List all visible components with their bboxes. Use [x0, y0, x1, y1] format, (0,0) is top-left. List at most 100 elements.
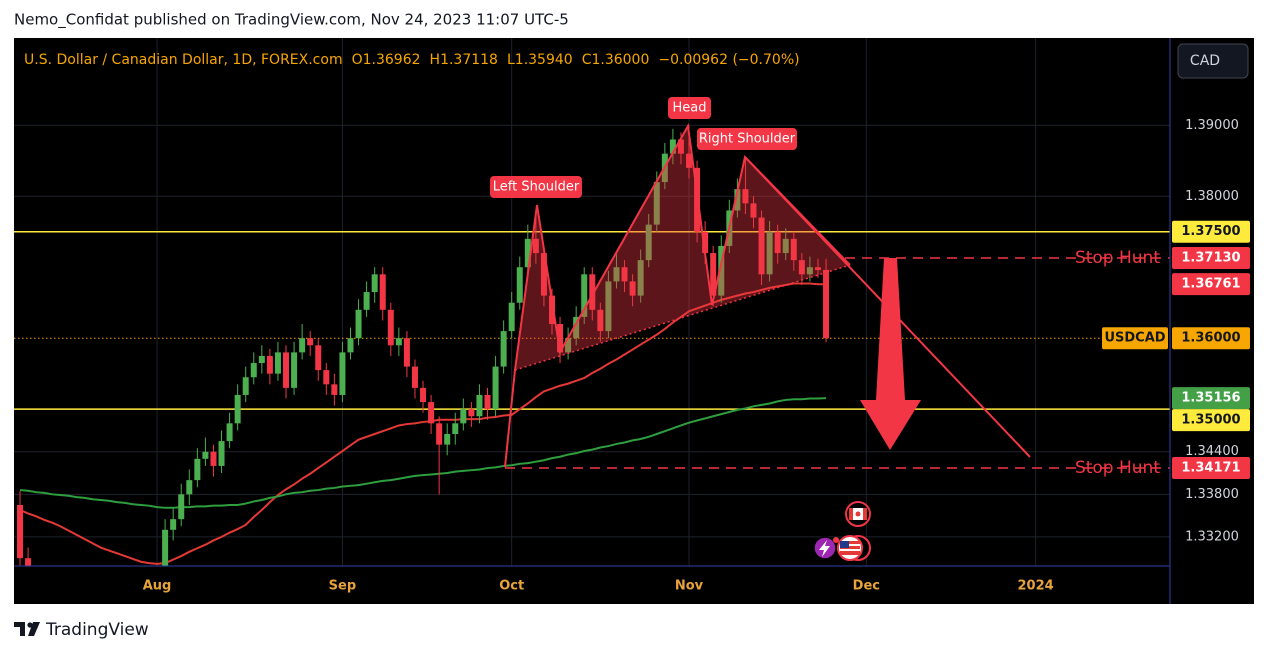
pattern-outline: [504, 122, 851, 468]
legend: U.S. Dollar / Canadian Dollar, 1D, FOREX…: [24, 52, 800, 68]
candle-body: [234, 394, 241, 424]
candle-body: [444, 434, 451, 445]
x-tick-label: Nov: [675, 579, 704, 594]
candle-body: [73, 643, 79, 653]
data-layer: [17, 125, 830, 653]
candle-body: [565, 338, 572, 353]
flag-ca-part: [849, 508, 853, 520]
candle-body: [710, 253, 717, 296]
candle-body: [202, 451, 209, 459]
event-dot: [833, 537, 839, 543]
y-tick-label: 1.33800: [1185, 487, 1239, 502]
logo-mark: [27, 622, 33, 628]
candle-body: [742, 189, 749, 204]
candle-body: [379, 274, 386, 310]
legend-prefix: H: [430, 52, 441, 68]
candle-body: [476, 394, 483, 417]
candle-body: [532, 238, 539, 254]
candle-body: [452, 423, 459, 434]
moving-average: [19, 282, 827, 565]
candle-body: [226, 423, 233, 442]
candle-body: [766, 231, 773, 275]
candle-body: [331, 384, 338, 395]
y-tick-label: 1.39000: [1185, 118, 1239, 133]
candle-body: [186, 480, 193, 495]
candle-body: [653, 182, 660, 225]
candle-body: [307, 338, 314, 346]
legend-value: 1.37118: [440, 52, 498, 68]
price-label-box: [1172, 220, 1250, 243]
price-label: 1.35156: [1181, 391, 1240, 406]
candle-body: [621, 267, 628, 282]
candle-body: [540, 253, 547, 296]
candle-body: [420, 387, 427, 403]
candle-body: [492, 366, 499, 410]
candle-body: [315, 345, 322, 371]
flag-ca-leaf: [855, 511, 861, 517]
x-tick-label: Oct: [499, 579, 524, 594]
x-tick-label: Dec: [853, 579, 880, 594]
legend-symbol: U.S. Dollar / Canadian Dollar, 1D, FOREX…: [24, 52, 343, 68]
x-tick-label: Aug: [143, 579, 172, 594]
symbol-tag: USDCAD: [1104, 331, 1165, 346]
candle-body: [750, 203, 757, 218]
candle-body: [823, 269, 830, 339]
candle-body: [291, 352, 298, 388]
price-label: 1.37130: [1181, 251, 1240, 266]
candle-body: [274, 352, 281, 374]
currency-button[interactable]: [1177, 43, 1249, 79]
label-box: [490, 176, 582, 198]
candle-body: [557, 324, 564, 353]
candle-body: [774, 231, 781, 254]
candle-body: [718, 245, 725, 296]
pattern-fill: [515, 126, 850, 370]
candle-body: [814, 267, 821, 271]
candle-body: [299, 338, 306, 353]
candle-body: [242, 377, 249, 395]
candle-body: [548, 295, 555, 324]
x-tick-label: 2024: [1017, 579, 1053, 594]
price-label-box: [1172, 273, 1250, 296]
price-label-box: [1172, 387, 1250, 410]
candle-body: [25, 558, 32, 566]
candle-body: [581, 274, 588, 317]
legend-change: −0.00962 (−0.70%): [658, 52, 799, 68]
price-label: 1.34171: [1181, 460, 1240, 475]
candle-body: [283, 352, 290, 388]
lightning: [819, 540, 830, 557]
candle-body: [170, 519, 177, 530]
symbol-tag-box: [1102, 327, 1168, 350]
head-label: Head: [673, 101, 707, 116]
candle-body: [677, 139, 684, 154]
price-label: 1.36761: [1181, 277, 1240, 292]
flag-us-stripe: [840, 549, 860, 551]
candle-body: [806, 267, 813, 275]
currency-label: CAD: [1190, 53, 1220, 69]
down-arrow: [860, 258, 921, 450]
candle-body: [178, 494, 185, 520]
candle-body: [371, 274, 378, 293]
candle-body: [411, 366, 418, 388]
candle-body: [702, 231, 709, 254]
right-shoulder-label: Right Shoulder: [699, 132, 796, 147]
price-label: 1.37500: [1181, 224, 1240, 239]
candle-body: [194, 458, 201, 481]
footer-logo: [14, 622, 40, 636]
candle-body: [637, 260, 644, 296]
candle-body: [790, 238, 797, 261]
logo-mark: [28, 622, 40, 636]
legend-prefix: O: [352, 52, 363, 68]
candle-body: [686, 153, 693, 168]
candle-body: [597, 309, 604, 332]
candle-body: [250, 363, 257, 378]
candle-body: [339, 352, 346, 395]
x-tick-label: Sep: [329, 579, 357, 594]
candle-body: [484, 394, 491, 410]
flag-us-stripe: [840, 544, 860, 546]
candle-body: [210, 451, 217, 466]
publish-header: Nemo_Confidat published on TradingView.c…: [14, 11, 569, 30]
y-tick-label: 1.33200: [1185, 529, 1239, 544]
candle-body: [17, 504, 24, 559]
candle-body: [323, 370, 330, 385]
